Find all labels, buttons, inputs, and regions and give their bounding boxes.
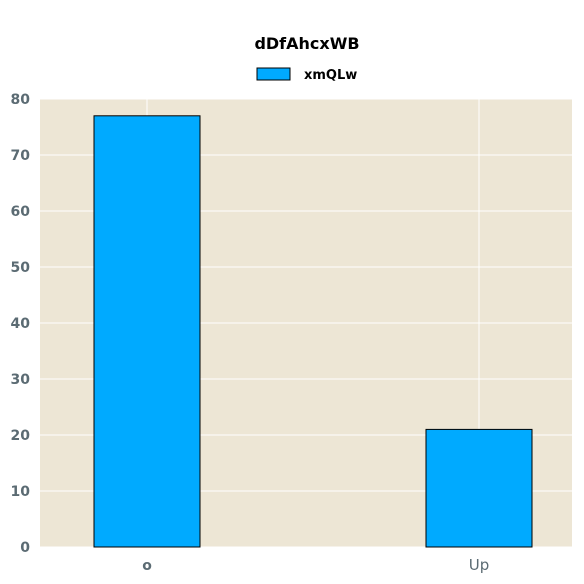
bar-Up[interactable]	[425, 428, 533, 548]
legend-swatch	[256, 67, 291, 81]
y-tick-label: 60	[11, 204, 31, 220]
y-tick-label: 20	[11, 428, 31, 444]
bars	[93, 115, 533, 548]
x-tick-label: o	[142, 558, 152, 574]
x-tick-label: Up	[469, 556, 490, 574]
bar-o[interactable]	[93, 115, 201, 548]
y-tick-label: 40	[11, 316, 31, 332]
y-axis-ticks: 0 10 20 30 40 50 60 70 80	[11, 92, 31, 556]
y-tick-label: 80	[11, 92, 31, 108]
y-tick-label: 70	[11, 148, 31, 164]
legend-label: xmQLw	[304, 68, 357, 83]
y-tick-label: 10	[11, 484, 31, 500]
chart-title: dDfAhcxWB	[254, 34, 359, 53]
y-tick-label: 50	[11, 260, 31, 276]
legend[interactable]: xmQLw	[256, 67, 357, 83]
y-tick-label: 0	[20, 540, 30, 556]
x-axis-ticks: o Up	[142, 556, 489, 574]
y-tick-label: 30	[11, 372, 31, 388]
